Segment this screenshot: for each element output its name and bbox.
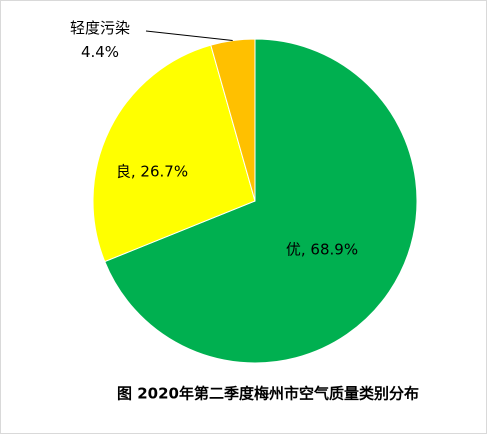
data-label: 优, 68.9% (286, 241, 358, 259)
chart-title: 图 2020年第二季度梅州市空气质量类别分布 (117, 385, 419, 403)
pie-slice (92, 44, 256, 263)
pie-slice (210, 38, 256, 202)
leader-line (145, 30, 233, 42)
data-label: 良, 26.7% (116, 163, 188, 181)
data-label-line: 4.4% (81, 43, 119, 61)
data-label: 轻度污染 4.4% (70, 19, 130, 61)
pie-slice (104, 38, 418, 364)
data-label-line: 轻度污染 (70, 19, 130, 37)
